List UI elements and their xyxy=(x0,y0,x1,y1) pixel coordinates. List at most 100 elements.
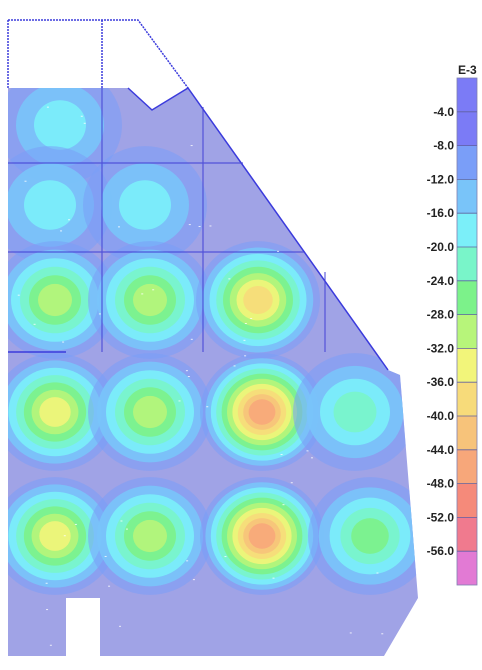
mesh-speck xyxy=(387,275,390,277)
mesh-speck xyxy=(244,323,247,325)
legend-swatch xyxy=(457,179,477,214)
legend-swatch xyxy=(457,280,477,315)
contour-band xyxy=(34,100,86,150)
mesh-speck xyxy=(188,224,191,226)
mesh-speck xyxy=(141,293,144,295)
mesh-speck xyxy=(243,339,246,341)
mesh-speck xyxy=(343,175,346,177)
contour-band xyxy=(243,285,273,315)
legend-ticks: -4.0 -8.0 -12.0 -16.0 -20.0 -24.0 -28.0 -32.0 -3… xyxy=(427,105,477,558)
mesh-speck xyxy=(209,225,212,227)
mesh-speck xyxy=(290,482,293,484)
mesh-speck xyxy=(125,528,128,530)
legend-tick-label: -28.0 xyxy=(427,308,455,322)
mesh-speck xyxy=(277,250,280,252)
mesh-speck xyxy=(117,226,120,228)
contour-band xyxy=(24,180,76,230)
legend-tick-label: -52.0 xyxy=(427,510,455,524)
mesh-speck xyxy=(17,294,20,296)
legend-swatch xyxy=(457,111,477,146)
slab-contours xyxy=(8,88,418,656)
column-grid-lines xyxy=(8,88,326,352)
mesh-speck xyxy=(310,457,313,459)
contour-band xyxy=(133,283,167,317)
mesh-speck xyxy=(80,115,83,117)
legend-tick-label: -32.0 xyxy=(427,341,455,355)
mesh-speck xyxy=(104,555,107,557)
mesh-speck xyxy=(306,450,309,452)
mesh-speck xyxy=(46,609,49,611)
mesh-speck xyxy=(364,241,367,243)
mesh-speck xyxy=(250,317,253,319)
mesh-speck xyxy=(192,579,195,581)
legend-tick-label: -4.0 xyxy=(433,105,454,119)
mesh-speck xyxy=(81,642,84,644)
legend-swatch xyxy=(457,483,477,518)
legend-tick-label: -12.0 xyxy=(427,172,455,186)
mesh-speck xyxy=(63,535,66,537)
mesh-speck xyxy=(190,338,193,340)
mesh-speck xyxy=(190,145,193,147)
legend-swatch xyxy=(457,314,477,349)
contour-band xyxy=(133,519,167,553)
legend-frame xyxy=(456,77,478,586)
legend-swatch xyxy=(457,416,477,450)
legend-tick-label: -44.0 xyxy=(427,443,455,457)
mesh-speck xyxy=(228,278,231,280)
mesh-speck xyxy=(24,180,27,182)
legend-swatch xyxy=(457,449,477,484)
legend-swatch xyxy=(457,348,477,383)
mesh-speck xyxy=(198,226,201,228)
contour-band xyxy=(248,523,276,549)
legend-tick-label: -16.0 xyxy=(427,206,455,220)
mesh-speck xyxy=(231,108,234,110)
mesh-speck xyxy=(108,585,111,587)
mesh-speck xyxy=(381,633,384,635)
contour-band xyxy=(133,395,167,429)
mesh-speck xyxy=(119,625,122,627)
mesh-speck xyxy=(46,106,49,108)
mesh-speck xyxy=(33,323,36,325)
legend-swatches xyxy=(456,77,478,586)
mesh-speck xyxy=(272,577,275,579)
slab-outline-top xyxy=(7,19,189,89)
legend-tick-label: -24.0 xyxy=(427,274,455,288)
mesh-speck xyxy=(185,370,188,372)
legend-swatch xyxy=(457,382,477,416)
contour-band xyxy=(38,283,72,317)
contour-band xyxy=(39,397,71,427)
contour-band xyxy=(351,518,389,554)
mesh-speck xyxy=(271,137,274,139)
mesh-speck xyxy=(282,504,285,506)
mesh-speck xyxy=(376,572,379,574)
mesh-speck xyxy=(68,219,71,221)
legend-swatch xyxy=(457,213,477,247)
mesh-speck xyxy=(186,560,189,562)
mesh-speck xyxy=(152,289,155,291)
mesh-speck xyxy=(349,632,352,634)
contour-band xyxy=(39,521,71,551)
legend-swatch xyxy=(457,551,477,585)
legend-swatch xyxy=(457,517,477,552)
legend-tick-label: -36.0 xyxy=(427,375,455,389)
mesh-speck xyxy=(277,182,280,184)
mesh-speck xyxy=(62,341,65,343)
contour-band xyxy=(248,399,276,425)
legend-tick-label: -48.0 xyxy=(427,477,455,491)
mesh-speck xyxy=(304,168,307,170)
mesh-speck xyxy=(187,376,190,378)
legend-tick-label: -56.0 xyxy=(427,544,455,558)
mesh-speck xyxy=(280,454,283,456)
mesh-speck xyxy=(233,365,236,367)
legend-tick-label: -8.0 xyxy=(433,139,454,153)
mesh-speck xyxy=(178,400,181,402)
slab-edges xyxy=(8,86,389,371)
mesh-speck xyxy=(60,230,63,232)
mesh-speck xyxy=(206,406,209,408)
legend-swatch xyxy=(457,145,477,180)
mesh-speck xyxy=(98,313,101,315)
legend-unit: E-3 xyxy=(458,63,477,77)
mesh-speck xyxy=(83,122,86,124)
mesh-speck xyxy=(74,523,77,525)
